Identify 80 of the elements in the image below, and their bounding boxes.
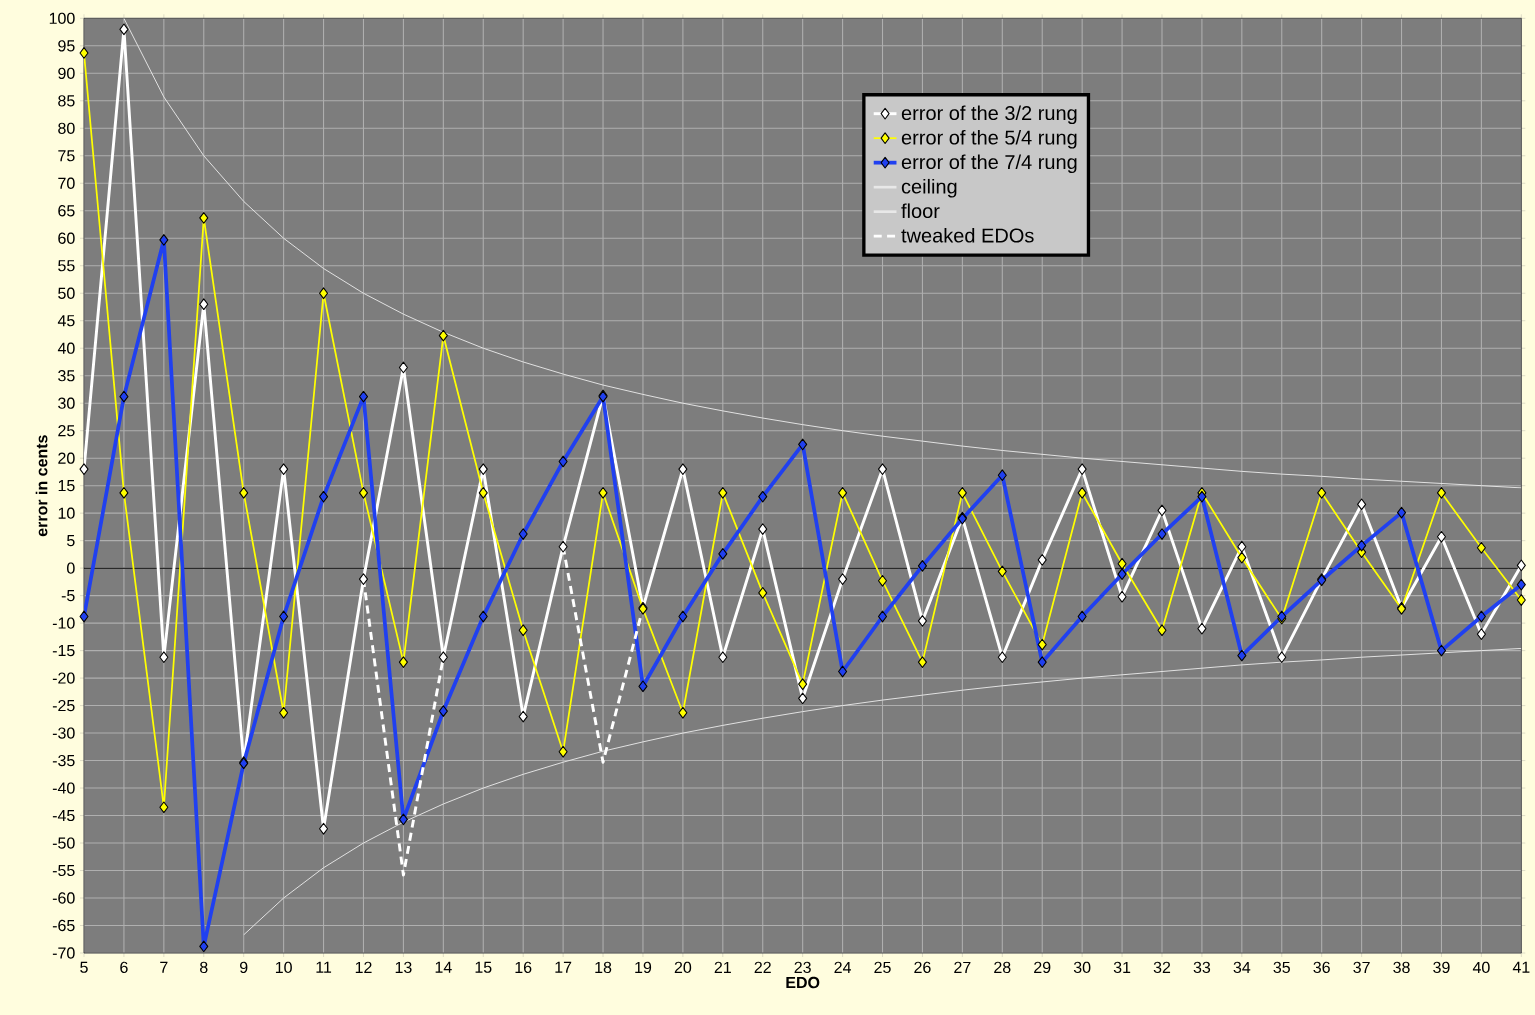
y-tick-label: 35 — [58, 370, 75, 382]
legend-label: error of the 3/2 rung — [901, 105, 1077, 125]
y-tick-label: 100 — [49, 12, 75, 24]
y-tick-label: 20 — [58, 452, 75, 464]
x-tick-label: 20 — [674, 961, 692, 974]
x-tick-label: 38 — [1393, 961, 1410, 974]
x-tick-label: 17 — [555, 961, 572, 973]
x-tick-label: 11 — [316, 961, 332, 973]
x-tick-label: 33 — [1193, 961, 1211, 974]
x-tick-label: 9 — [240, 961, 248, 974]
x-tick-label: 27 — [954, 961, 971, 973]
y-tick-label: -5 — [61, 590, 75, 602]
x-tick-label: 32 — [1153, 961, 1171, 974]
x-tick-label: 23 — [794, 961, 811, 974]
x-tick-label: 14 — [435, 961, 452, 973]
y-tick-label: -65 — [52, 919, 75, 932]
x-tick-label: 34 — [1233, 961, 1251, 974]
x-tick-label: 26 — [914, 961, 931, 974]
y-tick-label: 25 — [58, 425, 75, 437]
legend-label: floor — [901, 203, 940, 219]
y-tick-label: 55 — [58, 260, 75, 272]
x-tick-label: 5 — [80, 961, 88, 973]
x-tick-label: 15 — [475, 961, 492, 973]
x-tick-label: 41 — [1512, 961, 1530, 973]
x-tick-label: 12 — [355, 961, 372, 973]
y-tick-label: -50 — [52, 837, 75, 849]
y-tick-label: 5 — [67, 535, 75, 547]
y-tick-label: 75 — [58, 150, 75, 162]
y-tick-label: -15 — [52, 645, 75, 657]
x-tick-label: 24 — [834, 961, 852, 973]
x-tick-label: 29 — [1034, 961, 1051, 974]
y-tick-label: -55 — [52, 864, 75, 877]
y-tick-label: -35 — [52, 754, 75, 767]
y-tick-label: -60 — [52, 892, 75, 904]
y-tick-label: 40 — [57, 342, 75, 354]
y-tick-label: -70 — [52, 947, 75, 959]
y-tick-label: 85 — [58, 95, 75, 107]
x-tick-label: 6 — [120, 961, 128, 974]
y-tick-label: 80 — [58, 122, 75, 134]
x-tick-label: 7 — [160, 961, 168, 973]
y-tick-label: 65 — [58, 205, 75, 217]
y-tick-label: 60 — [58, 232, 75, 244]
y-tick-label: -30 — [52, 727, 75, 739]
x-tick-label: 36 — [1313, 961, 1330, 974]
x-tick-label: 22 — [754, 961, 771, 973]
x-tick-label: 25 — [874, 961, 891, 974]
y-tick-label: 30 — [58, 397, 75, 409]
y-tick-label: 90 — [58, 67, 75, 79]
x-tick-label: 19 — [635, 961, 652, 974]
x-tick-label: 39 — [1433, 961, 1450, 974]
legend-label: tweaked EDOs — [901, 227, 1034, 243]
y-tick-label: -45 — [52, 809, 75, 822]
y-tick-label: 10 — [58, 507, 75, 519]
x-tick-label: 37 — [1353, 961, 1370, 974]
y-tick-label: 50 — [58, 287, 75, 299]
x-tick-label: 10 — [275, 961, 292, 974]
y-tick-label: -40 — [52, 782, 75, 794]
legend-label: ceiling — [901, 178, 957, 198]
x-tick-label: 28 — [994, 961, 1011, 974]
x-tick-label: 18 — [595, 961, 612, 974]
y-tick-label: 0 — [67, 562, 75, 574]
y-tick-label: 45 — [57, 315, 75, 327]
y-tick-label: -20 — [52, 672, 75, 684]
y-axis-title: error in cents — [35, 435, 48, 537]
x-axis-title: EDO — [786, 976, 820, 989]
legend-label: error of the 7/4 rung — [901, 154, 1077, 174]
x-tick-label: 35 — [1273, 961, 1290, 974]
x-tick-label: 13 — [395, 961, 412, 974]
y-tick-label: 15 — [58, 480, 75, 492]
x-tick-label: 16 — [515, 961, 532, 974]
x-tick-label: 31 — [1113, 961, 1131, 974]
x-tick-label: 8 — [200, 961, 208, 974]
y-tick-label: 95 — [58, 40, 75, 52]
x-tick-label: 40 — [1472, 961, 1490, 974]
x-tick-label: 30 — [1073, 961, 1091, 974]
y-tick-label: -25 — [52, 699, 75, 712]
legend-label: error of the 5/4 rung — [901, 129, 1077, 149]
y-tick-label: 70 — [58, 177, 75, 189]
y-tick-label: -10 — [52, 617, 75, 629]
x-tick-label: 21 — [714, 961, 731, 973]
